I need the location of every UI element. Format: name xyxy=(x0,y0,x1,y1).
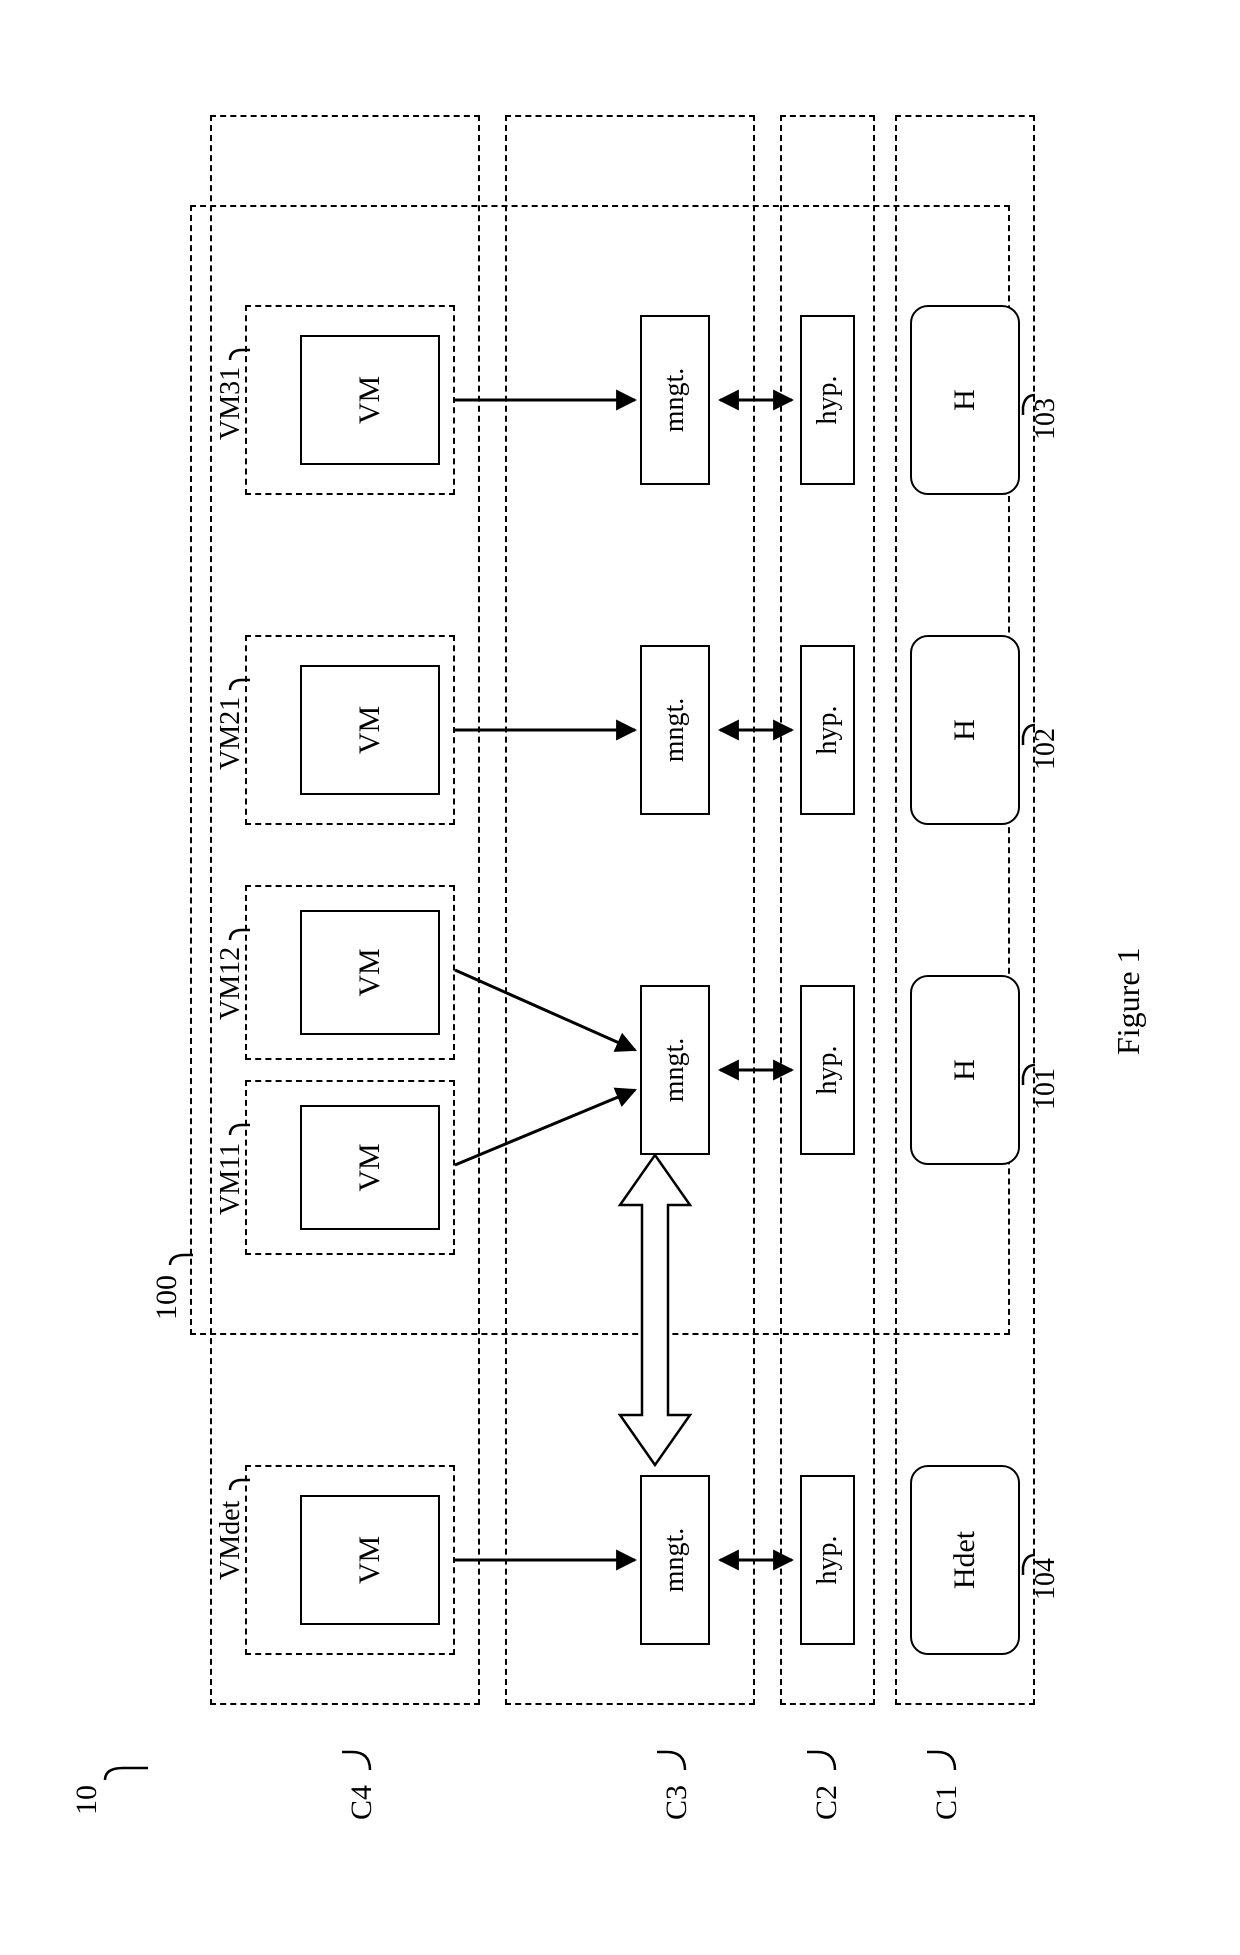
tag-103: 103 xyxy=(1030,398,1062,440)
h-label: H xyxy=(948,389,982,411)
layer-c3-box xyxy=(505,115,755,1705)
h-box-3: H xyxy=(910,305,1020,495)
tag-104: 104 xyxy=(1030,1558,1062,1600)
vm-label: VM xyxy=(353,948,387,996)
layer-label-c1: C1 xyxy=(930,1785,964,1820)
mngt-label: mngt. xyxy=(659,698,691,763)
tag-101: 101 xyxy=(1030,1068,1062,1110)
hyp-box-det: hyp. xyxy=(800,1475,855,1645)
vm-box-11: VM xyxy=(300,1105,440,1230)
vm-box-21: VM xyxy=(300,665,440,795)
mngt-box-det: mngt. xyxy=(640,1475,710,1645)
tag-vm21: VM21 xyxy=(215,697,247,770)
hyp-label: hyp. xyxy=(812,706,844,755)
vm-box-det: VM xyxy=(300,1495,440,1625)
mngt-box-2: mngt. xyxy=(640,645,710,815)
hyp-box-3: hyp. xyxy=(800,315,855,485)
layer-label-c2: C2 xyxy=(810,1785,844,1820)
h-label: H xyxy=(948,1059,982,1081)
tag-vm12: VM12 xyxy=(215,947,247,1020)
hyp-box-1: hyp. xyxy=(800,985,855,1155)
vm-box-12: VM xyxy=(300,910,440,1035)
vm-label: VM xyxy=(353,1536,387,1584)
mngt-label: mngt. xyxy=(659,1038,691,1103)
hyp-label: hyp. xyxy=(812,376,844,425)
vm-label: VM xyxy=(353,1143,387,1191)
vm-label: VM xyxy=(353,706,387,754)
hyp-label: hyp. xyxy=(812,1536,844,1585)
hdet-label: Hdet xyxy=(948,1531,982,1589)
h-box-det: Hdet xyxy=(910,1465,1020,1655)
mngt-box-1: mngt. xyxy=(640,985,710,1155)
ref-10: 10 xyxy=(70,1785,104,1815)
vm-box-31: VM xyxy=(300,335,440,465)
hyp-label: hyp. xyxy=(812,1046,844,1095)
h-label: H xyxy=(948,719,982,741)
ref-100: 100 xyxy=(150,1275,184,1320)
tag-vm11: VM11 xyxy=(215,1143,247,1215)
mngt-label: mngt. xyxy=(659,1528,691,1593)
tag-vmdet: VMdet xyxy=(215,1501,247,1580)
vm-label: VM xyxy=(353,376,387,424)
hyp-box-2: hyp. xyxy=(800,645,855,815)
h-box-1: H xyxy=(910,975,1020,1165)
mngt-box-3: mngt. xyxy=(640,315,710,485)
h-box-2: H xyxy=(910,635,1020,825)
figure-title: Figure 1 xyxy=(1110,947,1147,1055)
layer-label-c4: C4 xyxy=(345,1785,379,1820)
tag-vm31: VM31 xyxy=(215,367,247,440)
mngt-label: mngt. xyxy=(659,368,691,433)
tag-102: 102 xyxy=(1030,728,1062,770)
layer-label-c3: C3 xyxy=(660,1785,694,1820)
